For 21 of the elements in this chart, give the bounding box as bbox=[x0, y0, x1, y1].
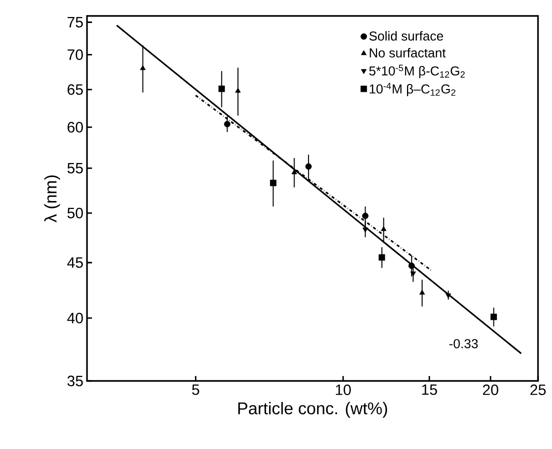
x-tick-label: 5 bbox=[192, 384, 200, 395]
y-axis-title: λ (nm) bbox=[44, 176, 60, 222]
y-tick-label: 35 bbox=[67, 376, 83, 386]
y-tick-label: 75 bbox=[68, 17, 83, 28]
y-tick-label: 50 bbox=[67, 208, 83, 218]
legend-label: No surfactant bbox=[370, 48, 446, 58]
y-tick-label: 55 bbox=[67, 162, 83, 174]
legend-label: Solid surface bbox=[369, 31, 444, 41]
y-tick-label: 45 bbox=[67, 257, 83, 268]
x-tick-label: 10 bbox=[336, 384, 351, 396]
legend-label: 10$^{-4}$M β–C$_{12}$G$_{2}$ bbox=[370, 82, 456, 96]
y-tick-label: 60 bbox=[68, 122, 83, 132]
x-tick-label: 15 bbox=[422, 384, 438, 395]
x-axis-title: Particle conc. (wt%) bbox=[238, 402, 388, 418]
x-tick-label: 20 bbox=[482, 384, 498, 396]
y-tick-label: 70 bbox=[68, 49, 83, 60]
legend-label: 5*10$^{-5}$M β-C$_{12}$G$_{2}$ bbox=[369, 64, 465, 78]
y-tick-label: 40 bbox=[67, 312, 83, 324]
y-tick-label: 65 bbox=[68, 84, 83, 95]
x-tick-label: 25 bbox=[530, 384, 546, 396]
annotation: -0.33 bbox=[449, 339, 478, 348]
